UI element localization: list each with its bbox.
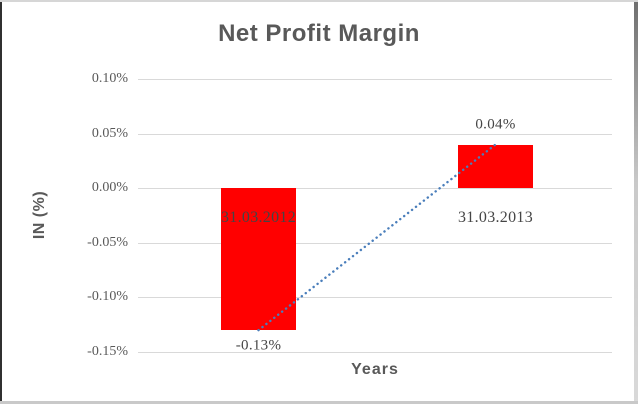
x-axis-title: Years xyxy=(351,361,399,378)
gridline xyxy=(138,352,612,353)
gridline xyxy=(138,242,612,244)
y-axis-title: IN (%) xyxy=(31,190,48,240)
data-label: 0.04% xyxy=(475,116,516,133)
frame-border-right xyxy=(634,2,638,404)
gridline xyxy=(138,79,612,80)
data-label: -0.13% xyxy=(235,337,282,354)
y-tick-label: 0.10% xyxy=(91,71,128,86)
chart-title: Net Profit Margin xyxy=(218,20,420,47)
gridline xyxy=(138,188,612,190)
gridline xyxy=(138,133,612,135)
frame-border-left xyxy=(0,2,2,404)
category-label: 31.03.2013 xyxy=(458,209,533,227)
y-tick-label: 0.05% xyxy=(91,125,128,141)
y-tick-label: 0.00% xyxy=(91,180,128,196)
y-tick-label: -0.15% xyxy=(87,344,128,359)
y-tick-label: -0.10% xyxy=(87,289,128,305)
y-tick-label: -0.05% xyxy=(87,234,128,250)
category-label: 31.03.2012 xyxy=(221,209,296,227)
gridline xyxy=(138,297,612,299)
frame-border-top xyxy=(0,0,638,2)
bar-31.03.2013 xyxy=(458,144,533,189)
frame-border-bottom xyxy=(0,401,638,404)
